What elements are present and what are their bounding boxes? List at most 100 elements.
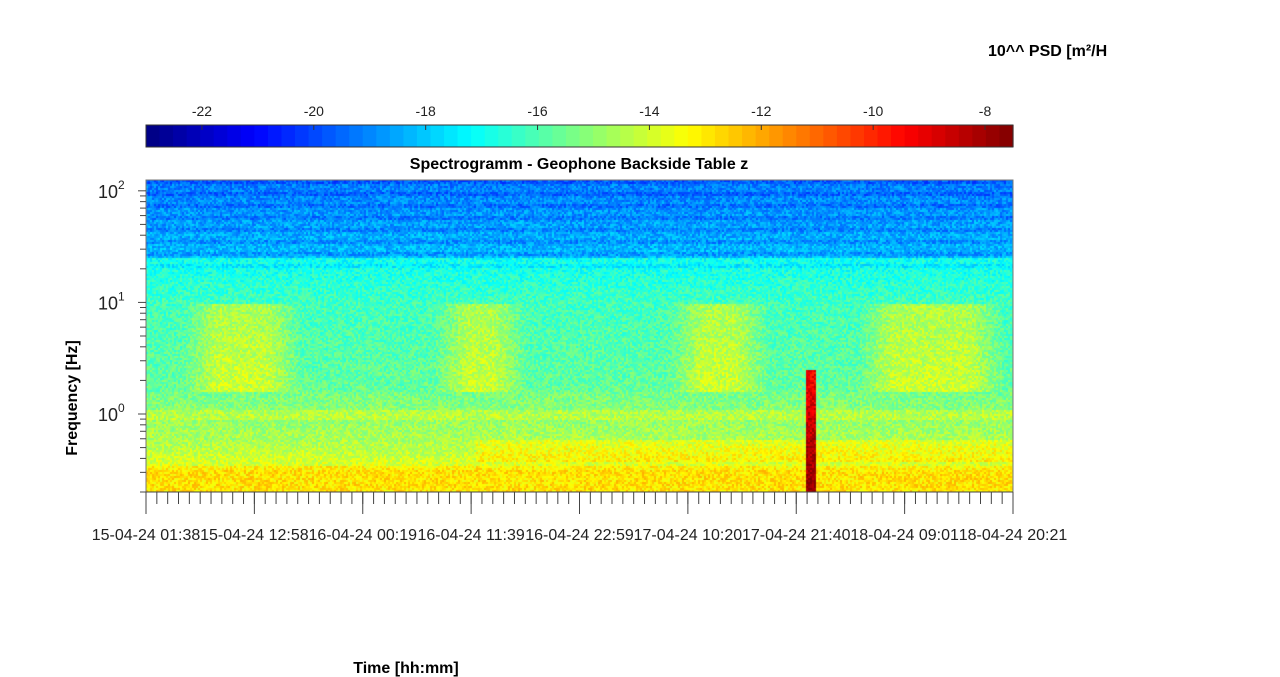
colorbar-bin [972, 125, 987, 147]
colorbar-bin [863, 125, 879, 147]
colorbar-bin [931, 125, 946, 147]
colorbar-bin [945, 125, 960, 147]
colorbar-bin [267, 125, 283, 147]
colorbar-unit-label: 10^^ PSD [m²/H [988, 43, 1107, 60]
colorbar-bin [904, 125, 919, 147]
colorbar-tick-label: -22 [192, 103, 212, 119]
x-tick-label: 18-04-24 09:01 [850, 527, 959, 544]
colorbar-bin [891, 125, 906, 147]
colorbar-bin [728, 125, 743, 147]
colorbar-bin [511, 125, 526, 147]
colorbar-bin [660, 125, 675, 147]
spectrogram-image [146, 180, 1013, 492]
colorbar-bin [376, 125, 391, 147]
y-tick-exponent: 2 [118, 178, 125, 192]
colorbar-bin [714, 125, 730, 147]
colorbar-bin [308, 125, 323, 147]
colorbar-bin [606, 125, 621, 147]
x-tick-label: 18-04-24 20:21 [959, 527, 1068, 544]
colorbar-tick-label: -12 [751, 103, 771, 119]
x-tick-label: 16-04-24 11:39 [417, 527, 524, 544]
colorbar-bin [525, 125, 540, 147]
y-tick-base: 10 [98, 405, 118, 425]
colorbar-bin [498, 125, 513, 147]
colorbar-bin [281, 125, 296, 147]
colorbar-bin [295, 125, 310, 147]
colorbar-bin [796, 125, 811, 147]
x-axis-label: Time [hh:mm] [353, 660, 458, 677]
y-tick-base: 10 [98, 293, 118, 313]
colorbar-bin [633, 125, 648, 147]
colorbar-bin [918, 125, 933, 147]
x-tick-label: 15-04-24 01:38 [92, 527, 201, 544]
colorbar-bin [471, 125, 486, 147]
colorbar-bin [823, 125, 838, 147]
colorbar-bin [159, 125, 174, 147]
x-tick-label: 17-04-24 10:20 [634, 527, 743, 544]
x-tick-label: 16-04-24 22:59 [525, 527, 634, 544]
colorbar-bin [227, 125, 242, 147]
colorbar-bin [836, 125, 852, 147]
chart-title: Spectrogramm - Geophone Backside Table z [410, 156, 748, 173]
colorbar-bin [389, 125, 404, 147]
colorbar-bin [457, 125, 472, 147]
colorbar-bin [254, 125, 269, 147]
colorbar-tick-label: -14 [639, 103, 659, 119]
colorbar-bin [335, 125, 350, 147]
x-tick-label: 16-04-24 00:19 [308, 527, 417, 544]
colorbar-bin [620, 125, 635, 147]
y-tick-label: 100 [98, 401, 125, 425]
colorbar-bin [403, 125, 418, 147]
colorbar-bin [200, 125, 215, 147]
colorbar-tick-label: -18 [416, 103, 436, 119]
spectrogram-heatmap [146, 180, 1013, 492]
colorbar-tick-label: -8 [979, 103, 992, 119]
colorbar-bin [687, 125, 703, 147]
colorbar-bin [565, 125, 581, 147]
colorbar-bin [173, 125, 188, 147]
colorbar-bin [674, 125, 689, 147]
x-tick-label: 17-04-24 21:40 [742, 527, 851, 544]
y-tick-exponent: 0 [118, 401, 125, 415]
colorbar-bin [701, 125, 716, 147]
colorbar-bin [552, 125, 567, 147]
colorbar-bin [850, 125, 865, 147]
colorbar-bin [416, 125, 432, 147]
colorbar-bin [322, 125, 337, 147]
colorbar-bin [958, 125, 973, 147]
colorbar-bin [782, 125, 797, 147]
y-tick-label: 102 [98, 178, 125, 202]
colorbar-bin [593, 125, 608, 147]
colorbar-bin [538, 125, 554, 147]
colorbar-tick-label: -20 [304, 103, 324, 119]
colorbar-bin [809, 125, 824, 147]
x-tick-label: 15-04-24 12:58 [200, 527, 309, 544]
colorbar-bin [877, 125, 892, 147]
colorbar-bin [146, 125, 161, 147]
colorbar-bin [362, 125, 377, 147]
y-axis-label: Frequency [Hz] [64, 340, 81, 456]
colorbar-bin [769, 125, 784, 147]
colorbar-bin [186, 125, 201, 147]
colorbar-tick-label: -16 [527, 103, 547, 119]
colorbar-bin [755, 125, 770, 147]
colorbar-bin [742, 125, 757, 147]
colorbar-bin [985, 125, 1001, 147]
colorbar-bin [999, 125, 1014, 147]
y-tick-base: 10 [98, 182, 118, 202]
y-tick-exponent: 1 [118, 289, 125, 303]
colorbar-bin [213, 125, 228, 147]
colorbar-frame [145, 124, 1014, 148]
x-axis: 15-04-24 01:38 15-04-24 12:58 16-04-24 00:… [92, 491, 1068, 544]
colorbar-tick-label: -10 [863, 103, 883, 119]
colorbar-bin [647, 125, 662, 147]
colorbar-bin [430, 125, 445, 147]
y-tick-label: 101 [98, 289, 125, 313]
colorbar-bin [484, 125, 499, 147]
colorbar [145, 124, 1014, 148]
colorbar-bin [349, 125, 364, 147]
colorbar-bin [579, 125, 594, 147]
colorbar-bin [240, 125, 255, 147]
